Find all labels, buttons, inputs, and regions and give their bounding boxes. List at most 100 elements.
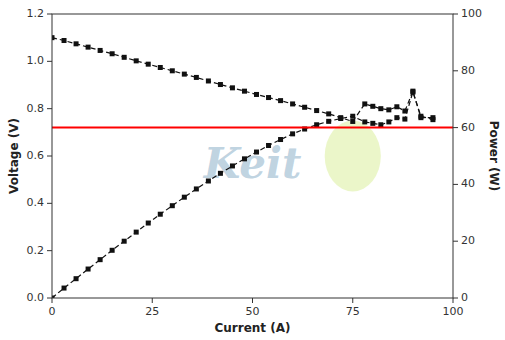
y-tick-label: 0.0 (27, 291, 45, 304)
x-tick (252, 298, 253, 303)
y-tick (47, 298, 52, 299)
marker (386, 107, 391, 112)
y2-tick (453, 184, 458, 185)
marker (146, 62, 151, 67)
marker (410, 89, 415, 94)
marker (230, 85, 235, 90)
marker (182, 195, 187, 200)
marker (110, 248, 115, 253)
y2-tick (453, 298, 458, 299)
marker (86, 45, 91, 50)
y2-tick-label: 20 (461, 234, 475, 247)
y-tick-label: 0.4 (27, 196, 45, 209)
marker (62, 286, 67, 291)
marker (326, 111, 331, 116)
y-tick (47, 14, 52, 15)
y-tick (47, 108, 52, 109)
plot-frame (52, 14, 453, 298)
marker (338, 116, 343, 121)
marker (402, 117, 407, 122)
y2-tick-label: 60 (461, 121, 475, 134)
marker (170, 68, 175, 73)
y2-tick (453, 14, 458, 15)
marker (110, 51, 115, 56)
y2-tick (453, 127, 458, 128)
y-axis-label: Voltage (V) (7, 118, 21, 194)
y-tick (47, 250, 52, 251)
marker (378, 122, 383, 127)
marker (122, 239, 127, 244)
annotations: Keit (203, 139, 302, 188)
marker (194, 75, 199, 80)
x-axis-label: Current (A) (214, 321, 290, 335)
marker (418, 114, 423, 119)
marker (62, 38, 67, 43)
marker (394, 115, 399, 120)
marker (74, 276, 79, 281)
marker (350, 119, 355, 124)
y-tick (47, 156, 52, 157)
series (52, 35, 435, 124)
series (52, 90, 435, 298)
y2-axis-label: Power (W) (487, 121, 501, 192)
y2-tick (453, 70, 458, 71)
y-tick (47, 61, 52, 62)
y-tick (47, 203, 52, 204)
x-tick-label: 50 (246, 305, 260, 318)
x-tick-label: 25 (145, 305, 159, 318)
marker (386, 119, 391, 124)
marker (338, 115, 343, 120)
marker (266, 143, 271, 148)
marker (98, 48, 103, 53)
marker (370, 121, 375, 126)
series-line (52, 38, 433, 122)
marker (146, 221, 151, 226)
marker (394, 104, 399, 109)
axes: 02550751000.00.20.40.60.81.01.2020406080… (27, 7, 483, 318)
marker (302, 105, 307, 110)
marker (362, 101, 367, 106)
marker (134, 230, 139, 235)
plot-background (52, 14, 453, 298)
highlight-ellipse (325, 121, 381, 192)
marker (254, 150, 259, 155)
marker (362, 119, 367, 124)
marker (218, 82, 223, 87)
y2-tick (453, 241, 458, 242)
x-tick (52, 298, 53, 303)
marker (158, 212, 163, 217)
y-tick-label: 0.8 (27, 102, 45, 115)
watermark: Keit (203, 139, 302, 188)
marker (314, 122, 319, 127)
x-tick (152, 298, 153, 303)
marker (254, 92, 259, 97)
marker (242, 89, 247, 94)
marker (266, 95, 271, 100)
marker (86, 267, 91, 272)
y-tick-label: 0.2 (27, 244, 45, 257)
y2-tick-label: 100 (461, 7, 482, 20)
marker (314, 108, 319, 113)
x-tick-label: 100 (443, 305, 464, 318)
chart: Keit02550751000.00.20.40.60.81.01.202040… (0, 0, 505, 340)
y2-tick-label: 0 (461, 291, 468, 304)
marker (350, 114, 355, 119)
data-area (52, 35, 453, 298)
y2-tick-label: 40 (461, 177, 475, 190)
marker (206, 178, 211, 183)
marker (430, 117, 435, 122)
marker (206, 78, 211, 83)
marker (170, 203, 175, 208)
x-tick (352, 298, 353, 303)
marker (182, 72, 187, 77)
marker (74, 41, 79, 46)
marker (326, 119, 331, 124)
marker (410, 90, 415, 95)
reference-line (52, 127, 453, 129)
marker (290, 131, 295, 136)
y-tick-label: 1.0 (27, 54, 45, 67)
marker (278, 98, 283, 103)
y-tick-label: 1.2 (27, 7, 45, 20)
y-tick-label: 0.6 (27, 149, 45, 162)
marker (278, 137, 283, 142)
